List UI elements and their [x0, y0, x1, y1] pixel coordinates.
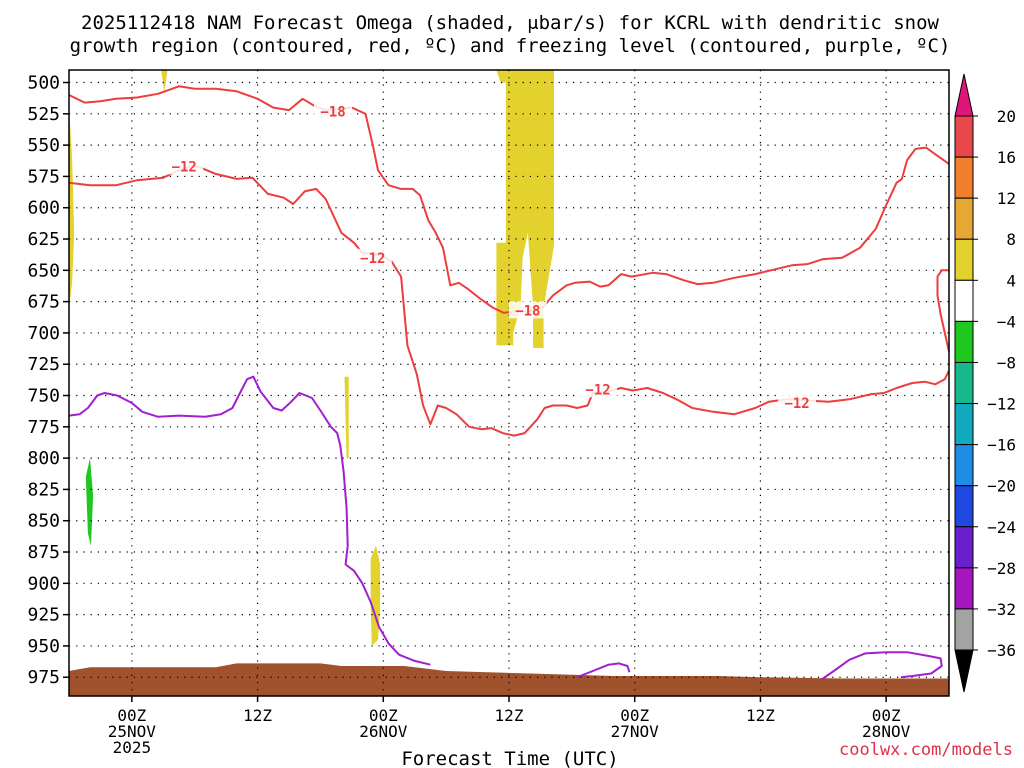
contour-label-3: −12 [360, 251, 385, 267]
colorbar-label-7: −8 [997, 353, 1016, 372]
contour-line-3 [936, 269, 950, 352]
colorbar-segment-5 [954, 279, 974, 322]
y-tick-label-925: 925 [27, 605, 60, 626]
terrain-fill [69, 663, 949, 696]
x-tick-label-78-1: 28NOV [862, 722, 911, 741]
y-tick-label-600: 600 [27, 198, 60, 219]
y-tick-label-675: 675 [27, 292, 60, 313]
contour-label-extra-2: −12 [585, 382, 610, 398]
colorbar-segment-11 [954, 526, 974, 569]
chart-title-line-1: 2025112418 NAM Forecast Omega (shaded, μ… [81, 12, 939, 34]
omega-shade-region-2 [496, 70, 554, 348]
terrain-layer [69, 663, 949, 696]
chart-title-line-2: growth region (contoured, red, ºC) and f… [70, 35, 951, 57]
y-tick-label-725: 725 [27, 354, 60, 375]
colorbar-label-4: 8 [1006, 230, 1016, 249]
y-tick-label-625: 625 [27, 229, 60, 250]
colorbar-label-1: 20 [997, 107, 1016, 126]
y-tick-label-525: 525 [27, 104, 60, 125]
colorbar-segment-9 [954, 444, 974, 487]
y-tick-label-975: 975 [27, 667, 60, 688]
x-tick-label-30-0: 00Z [369, 706, 398, 725]
y-tick-label-825: 825 [27, 479, 60, 500]
x-tick-label-6-2: 2025 [113, 738, 152, 757]
y-tick-label-800: 800 [27, 448, 60, 469]
contour-layer: −18 −12 −12 −18 −12 −12 [68, 85, 950, 681]
x-tick-label-6-0: 00Z [117, 706, 146, 725]
x-tick-label-18-0: 12Z [243, 706, 272, 725]
contour-label-bg-2 [165, 157, 204, 175]
y-tick-label-750: 750 [27, 386, 60, 407]
colorbar-segment-6 [954, 320, 974, 363]
watermark: coolwx.com/models [839, 740, 1013, 760]
y-tick-label-875: 875 [27, 542, 60, 563]
colorbar-segment-3 [954, 197, 974, 240]
plot-area: −18 −12 −12 −18 −12 −12 [68, 69, 950, 697]
colorbar-segment-10 [954, 485, 974, 528]
x-tick-label-54-0: 00Z [620, 706, 649, 725]
contour-label-bg-3 [353, 248, 392, 266]
colorbar-segment-8 [954, 403, 974, 446]
colorbar-label-3: 12 [997, 189, 1016, 208]
colorbar-top-arrow [954, 73, 974, 117]
grid-layer [69, 70, 949, 696]
colorbar-label-8: −12 [987, 395, 1016, 414]
x-tick-label-78-0: 00Z [872, 706, 901, 725]
y-tick-label-700: 700 [27, 323, 60, 344]
contour-label-2: −12 [172, 159, 197, 175]
omega-shade-region-4 [69, 107, 75, 308]
colorbar: 20 16 12 8 4 −4 −8 −12 −16 −20 −24 −28 −32 −36 [954, 73, 1016, 693]
y-tick-label-650: 650 [27, 260, 60, 281]
colorbar-segment-2 [954, 156, 974, 199]
x-tick-label-66-0: 12Z [746, 706, 775, 725]
colorbar-segment-12 [954, 567, 974, 610]
colorbar-label-13: −32 [987, 600, 1016, 619]
y-tick-label-500: 500 [27, 73, 60, 94]
contour-line-5 [576, 662, 631, 679]
contour-label-extra-1: −18 [515, 303, 540, 319]
contour-line-4 [68, 375, 431, 666]
contour-label-1: −18 [320, 104, 345, 120]
x-tick-label-42-0: 12Z [495, 706, 524, 725]
y-tick-label-850: 850 [27, 511, 60, 532]
colorbar-label-10: −20 [987, 477, 1016, 496]
colorbar-label-6: −4 [997, 312, 1016, 331]
colorbar-segment-7 [954, 361, 974, 405]
colorbar-bottom-arrow [954, 649, 974, 693]
x-tick-label-54-1: 27NOV [611, 722, 660, 741]
x-axis-label: Forecast Time (UTC) [401, 748, 618, 768]
contour-label-bg-extra-1 [508, 301, 547, 319]
omega-shade-region-3 [161, 70, 168, 93]
colorbar-label-9: −16 [987, 436, 1016, 455]
y-tick-label-775: 775 [27, 417, 60, 438]
colorbar-label-2: 16 [997, 148, 1016, 167]
colorbar-label-12: −28 [987, 559, 1016, 578]
y-axis: 500 525 550 575 600 625 650 675 700 725 750 775 800 8… [27, 73, 69, 688]
contour-label-extra-3: −12 [784, 396, 809, 412]
contour-label-bg-extra-2 [579, 380, 618, 398]
colorbar-segment-4 [954, 238, 974, 281]
y-tick-label-950: 950 [27, 636, 60, 657]
contour-label-bg-1 [314, 102, 352, 120]
y-tick-label-575: 575 [27, 166, 60, 187]
omega-shade-region-1 [496, 70, 506, 83]
y-tick-label-550: 550 [27, 135, 60, 156]
x-tick-label-6-1: 25NOV [108, 722, 157, 741]
y-tick-label-900: 900 [27, 573, 60, 594]
colorbar-label-14: −36 [987, 641, 1016, 660]
contour-label-bg-extra-3 [778, 394, 817, 412]
colorbar-label-11: −24 [987, 518, 1016, 537]
x-tick-label-30-1: 26NOV [359, 722, 408, 741]
omega-shade-region-5 [344, 376, 349, 459]
colorbar-segment-1 [954, 115, 974, 158]
omega-shade-region-7 [85, 458, 94, 546]
colorbar-label-5: 4 [1006, 271, 1016, 290]
contour-line-6 [820, 651, 943, 681]
colorbar-segment-13 [954, 608, 974, 651]
